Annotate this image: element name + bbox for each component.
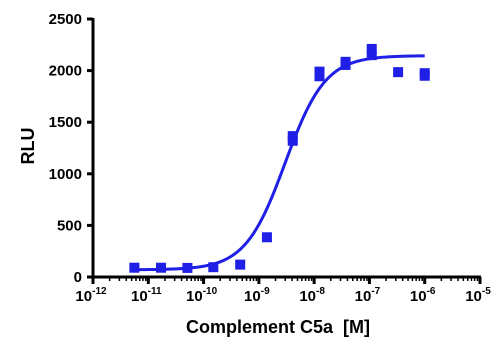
axes: 0 500 1000 1500 2000 2500 10-12 10-11 10-10 10-9 1… — [49, 11, 492, 305]
data-point — [366, 50, 377, 61]
y-tick-label: 2000 — [49, 63, 82, 80]
data-point — [419, 68, 430, 79]
x-tick-label: 10-6 — [410, 286, 436, 305]
y-axis-title: RLU — [18, 128, 38, 165]
x-axis-title: Complement C5a [M] — [186, 317, 370, 337]
data-point — [182, 262, 193, 273]
data-point — [287, 131, 298, 142]
y-tick-label: 1000 — [49, 166, 82, 183]
x-tick-label: 10-5 — [465, 286, 491, 305]
x-tick-label: 10-11 — [131, 286, 162, 305]
y-tick-label: 500 — [57, 217, 82, 234]
y-tick-label: 2500 — [49, 11, 82, 28]
data-point — [366, 43, 377, 54]
x-tick-label: 10-8 — [299, 286, 325, 305]
x-tick-label: 10-12 — [75, 286, 107, 305]
x-tick-label: 10-7 — [355, 286, 381, 305]
x-tick-label: 10-10 — [186, 286, 218, 305]
y-tick-label: 1500 — [49, 114, 82, 131]
data-point — [235, 259, 246, 270]
data-point — [208, 262, 219, 273]
data-point — [129, 262, 140, 273]
data-point — [393, 67, 404, 78]
data-point — [156, 262, 167, 273]
fit-curve-line — [131, 54, 425, 272]
data-point — [340, 56, 351, 67]
data-point — [314, 66, 325, 77]
data-point — [261, 232, 272, 243]
data-points-layer — [129, 43, 430, 273]
fit-curve-layer — [131, 54, 425, 272]
y-tick-label: 0 — [74, 269, 82, 286]
x-tick-label: 10-9 — [244, 286, 270, 305]
